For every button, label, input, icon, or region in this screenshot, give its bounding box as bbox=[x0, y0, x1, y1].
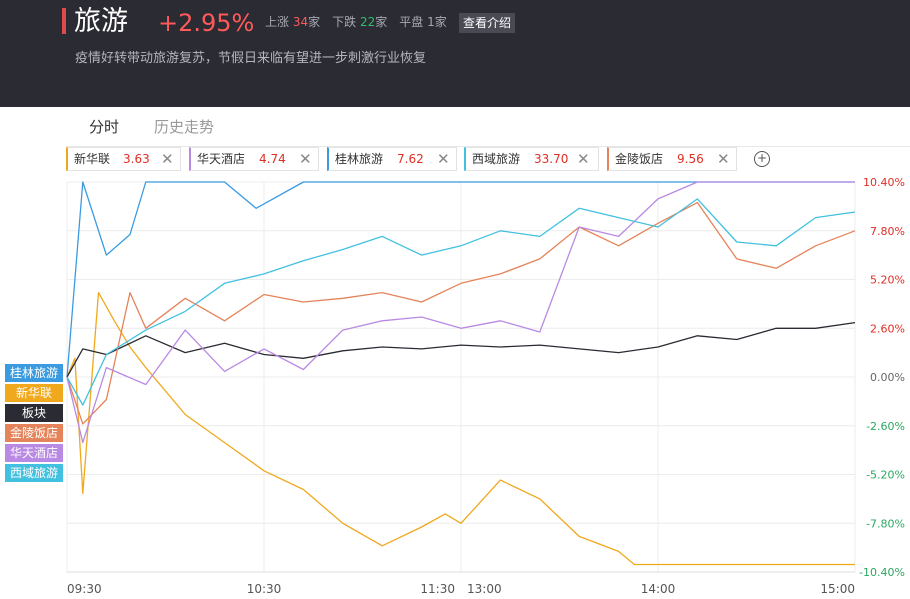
stock-tag-name: 新华联 bbox=[74, 152, 111, 166]
close-icon[interactable]: ✕ bbox=[437, 150, 450, 168]
series-line bbox=[66, 291, 855, 566]
series-line bbox=[66, 181, 855, 444]
x-tick-label: 14:00 bbox=[641, 582, 676, 596]
x-tick-label: 11:30 bbox=[420, 582, 455, 596]
view-intro-button[interactable]: 查看介绍 bbox=[459, 13, 516, 33]
tab-history[interactable]: 历史走势 bbox=[154, 118, 215, 136]
stock-tag-name: 桂林旅游 bbox=[335, 152, 384, 166]
y-tick-label: -10.40% bbox=[859, 566, 905, 579]
sector-description: 疫情好转带动旅游复苏，节假日来临有望进一步刺激行业恢复 bbox=[75, 51, 427, 66]
y-tick-label: 10.40% bbox=[863, 176, 905, 189]
stock-tag-guilin[interactable]: 桂林旅游 7.62 ✕ bbox=[327, 147, 457, 171]
tab-divider bbox=[66, 146, 910, 147]
flat-count: 1 bbox=[427, 15, 435, 29]
y-tick-label: 2.60% bbox=[870, 322, 905, 335]
stock-tag-value: 9.56 bbox=[677, 152, 704, 166]
title-accent-bar bbox=[62, 8, 66, 34]
series-line bbox=[66, 321, 856, 378]
legend-item-huatian[interactable]: 华天酒店 bbox=[5, 444, 63, 462]
legend-item-sector[interactable]: 板块 bbox=[5, 404, 63, 422]
legend-item-xiyu[interactable]: 西域旅游 bbox=[5, 464, 63, 482]
down-unit: 家 bbox=[375, 15, 388, 29]
sector-change-pct: +2.95% bbox=[158, 9, 255, 37]
series-line bbox=[66, 198, 856, 406]
series-line bbox=[66, 201, 856, 425]
stock-tag-name: 华天酒店 bbox=[197, 152, 246, 166]
stock-tag-value: 33.70 bbox=[534, 152, 569, 166]
up-unit: 家 bbox=[308, 15, 321, 29]
y-tick-label: -2.60% bbox=[866, 420, 905, 433]
legend-item-xinhualian[interactable]: 新华联 bbox=[5, 384, 63, 402]
y-tick-label: 5.20% bbox=[870, 274, 905, 287]
down-label: 下跌 bbox=[332, 15, 357, 29]
flat-label: 平盘 bbox=[399, 15, 424, 29]
stock-tag-huatian[interactable]: 华天酒店 4.74 ✕ bbox=[189, 147, 319, 171]
add-stock-icon[interactable]: + bbox=[754, 151, 770, 167]
up-count: 34 bbox=[292, 15, 309, 29]
sector-title: 旅游 bbox=[74, 6, 128, 37]
close-icon[interactable]: ✕ bbox=[717, 150, 730, 168]
close-icon[interactable]: ✕ bbox=[577, 150, 590, 168]
x-tick-label: 13:00 bbox=[467, 582, 502, 596]
legend-item-jinling[interactable]: 金陵饭店 bbox=[5, 424, 63, 442]
legend-item-guilin[interactable]: 桂林旅游 bbox=[5, 364, 63, 382]
x-tick-label: 10:30 bbox=[247, 582, 282, 596]
stock-tag-name: 西域旅游 bbox=[472, 152, 521, 166]
stock-tag-name: 金陵饭店 bbox=[615, 152, 664, 166]
y-tick-label: -7.80% bbox=[866, 517, 905, 530]
series-legend: 桂林旅游 新华联 板块 金陵饭店 华天酒店 西域旅游 bbox=[5, 364, 63, 484]
stock-tag-xinhualian[interactable]: 新华联 3.63 ✕ bbox=[66, 147, 181, 171]
stock-tag-value: 7.62 bbox=[397, 152, 424, 166]
y-tick-label: 7.80% bbox=[870, 225, 905, 238]
x-tick-label: 15:00 bbox=[820, 582, 855, 596]
down-count: 22 bbox=[359, 15, 376, 29]
stock-tag-value: 4.74 bbox=[259, 152, 286, 166]
series-line bbox=[66, 181, 855, 378]
stock-tag-value: 3.63 bbox=[123, 152, 150, 166]
close-icon[interactable]: ✕ bbox=[299, 150, 312, 168]
up-label: 上涨 bbox=[265, 15, 290, 29]
tab-intraday[interactable]: 分时 bbox=[66, 110, 142, 148]
y-tick-label: 0.00% bbox=[870, 371, 905, 384]
stock-tag-jinling[interactable]: 金陵饭店 9.56 ✕ bbox=[607, 147, 737, 171]
flat-unit: 家 bbox=[434, 15, 447, 29]
header-panel: 旅游 +2.95% 上涨 34家 下跌 22家 平盘 1家 查看介绍 疫情好转带动旅… bbox=[0, 0, 910, 107]
y-tick-label: -5.20% bbox=[866, 469, 905, 482]
close-icon[interactable]: ✕ bbox=[161, 150, 174, 168]
breadth-stats: 上涨 34家 下跌 22家 平盘 1家 bbox=[265, 12, 447, 32]
stock-tag-xiyu[interactable]: 西域旅游 33.70 ✕ bbox=[464, 147, 599, 171]
x-tick-label: 09:30 bbox=[67, 582, 102, 596]
